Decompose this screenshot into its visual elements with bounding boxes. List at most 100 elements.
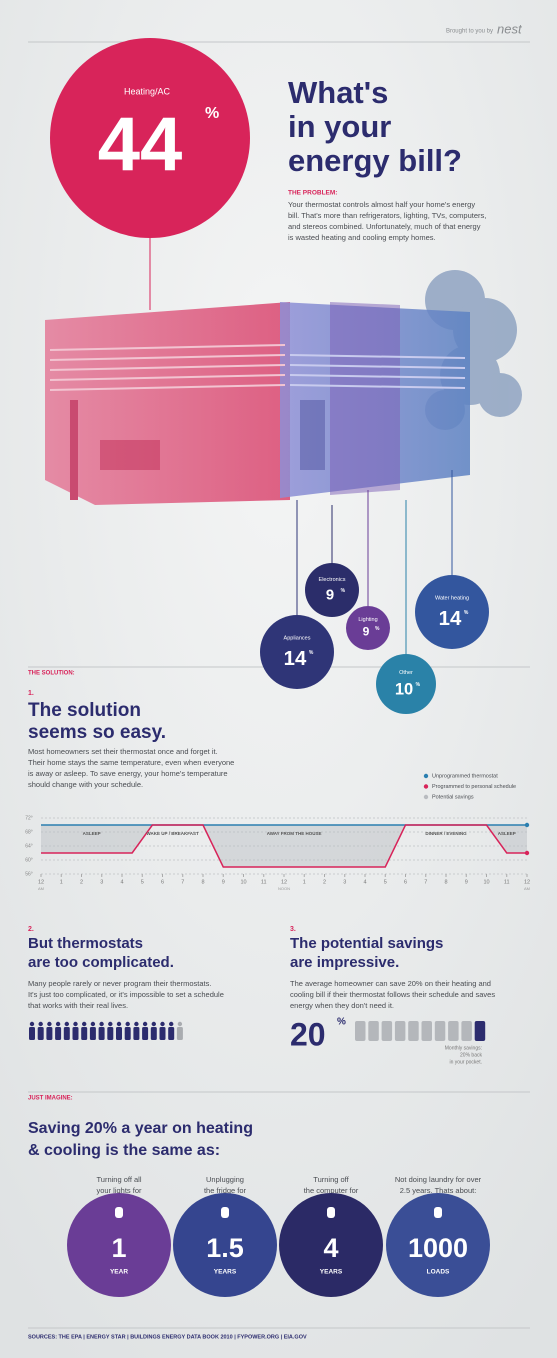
- item-value: 4: [323, 1233, 338, 1263]
- item-icon: [115, 1207, 123, 1218]
- paragraph: bill. That's more than refrigerators, li…: [288, 211, 486, 220]
- item-circle: [67, 1193, 171, 1297]
- breakdown-label: Water heating: [435, 595, 469, 601]
- breakdown-value: 14: [439, 608, 462, 630]
- x-tick-label: 10: [483, 879, 489, 885]
- brand: nest: [497, 21, 523, 36]
- savings-percent: %: [337, 1017, 346, 1028]
- barrel-icon: [355, 1021, 366, 1041]
- section-label: THE PROBLEM:: [288, 190, 337, 197]
- paragraph: is away or asleep. To save energy, your …: [28, 769, 228, 778]
- breakdown-circle: [376, 654, 436, 714]
- breakdown-percent: %: [375, 626, 380, 632]
- person-icon: [55, 1021, 61, 1027]
- x-tick-note: AM: [38, 886, 44, 891]
- person-icon: [72, 1027, 79, 1040]
- savings-note: 20% back: [460, 1052, 482, 1058]
- person-icon: [29, 1027, 35, 1040]
- x-tick-label: 1: [303, 879, 306, 885]
- hero-label: Heating/AC: [124, 86, 171, 96]
- paragraph: Your thermostat controls almost half you…: [288, 200, 475, 209]
- legend-label: Programmed to personal schedule: [432, 784, 516, 790]
- x-tick-label: 6: [161, 879, 164, 885]
- x-tick-label: 11: [261, 879, 267, 885]
- x-tick-label: 8: [444, 879, 447, 885]
- x-tick-note: NOON: [278, 886, 290, 891]
- legend-dot: [423, 794, 429, 800]
- end-dot: [524, 822, 530, 828]
- person-icon: [159, 1027, 166, 1040]
- title: in your: [288, 109, 391, 144]
- person-icon: [116, 1021, 122, 1027]
- x-tick-label: 11: [504, 879, 510, 885]
- legend-label: Potential savings: [432, 794, 474, 800]
- paragraph: should change with your schedule.: [28, 780, 143, 789]
- barrel-icon: [394, 1021, 406, 1041]
- section-number: 3.: [290, 926, 296, 933]
- paragraph: The average homeowner can save 20% on th…: [290, 979, 491, 988]
- paragraph: Most homeowners set their thermostat onc…: [28, 747, 218, 756]
- savings-area: [41, 825, 527, 867]
- x-tick-label: 3: [100, 879, 103, 885]
- breakdown-percent: %: [464, 610, 469, 616]
- item-unit: YEARS: [214, 1269, 237, 1276]
- item-icon: [221, 1207, 229, 1218]
- barrel-icon: [421, 1021, 432, 1041]
- x-tick-label: 1: [60, 879, 63, 885]
- person-icon: [98, 1027, 105, 1040]
- x-tick-label: 3: [343, 879, 346, 885]
- x-tick-label: 12: [524, 879, 530, 885]
- paragraph: energy when they don't need it.: [290, 1001, 394, 1010]
- breakdown-circle: [415, 575, 489, 649]
- section-label: JUST IMAGINE:: [28, 1096, 73, 1102]
- paragraph: cooling bill if their thermostat follows…: [290, 990, 495, 999]
- barrel-icon: [434, 1021, 446, 1041]
- breakdown-label: Other: [399, 670, 413, 676]
- breakdown-value: 9: [326, 587, 334, 603]
- caption: Turning off all: [96, 1175, 141, 1184]
- item-unit: YEAR: [110, 1269, 128, 1276]
- x-tick-label: 12: [38, 879, 44, 885]
- y-tick-label: 64°: [25, 843, 33, 849]
- barrel-icon: [461, 1021, 472, 1041]
- person-icon: [108, 1021, 113, 1027]
- item-value: 1000: [408, 1233, 468, 1263]
- section-title: seems so easy.: [28, 722, 166, 743]
- barrel-icon: [448, 1021, 459, 1041]
- person-icon: [46, 1027, 53, 1040]
- legend-dot: [423, 784, 429, 789]
- person-icon: [47, 1021, 52, 1027]
- barrel-icon: [381, 1021, 393, 1041]
- paragraph: is wasted heating and cooling empty home…: [288, 233, 436, 242]
- person-icon: [81, 1027, 88, 1040]
- section-title: But thermostats: [28, 935, 143, 952]
- person-icon: [160, 1021, 165, 1027]
- section-label: THE SOLUTION:: [28, 671, 75, 677]
- savings-note: Monthly savings:: [445, 1045, 482, 1051]
- x-tick-label: 9: [465, 879, 468, 885]
- savings-note: in your pocket.: [449, 1059, 482, 1065]
- person-icon: [125, 1021, 130, 1027]
- paragraph: It's just too complicated, or it's impos…: [28, 990, 224, 999]
- item-circle: [386, 1193, 490, 1297]
- person-icon: [55, 1027, 62, 1040]
- hero-value: 44: [98, 102, 183, 187]
- section-title: The potential savings: [290, 935, 443, 952]
- barrel-icon: [474, 1021, 486, 1041]
- item-circle: [173, 1193, 277, 1297]
- hero-percent: %: [205, 105, 219, 122]
- person-icon: [133, 1027, 140, 1040]
- caption: Turning off: [313, 1175, 349, 1184]
- breakdown-percent: %: [341, 588, 346, 594]
- person-icon: [29, 1021, 35, 1027]
- person-icon: [89, 1027, 96, 1040]
- x-tick-label: 6: [404, 879, 407, 885]
- person-icon: [169, 1021, 174, 1027]
- breakdown-label: Lighting: [358, 617, 377, 623]
- paragraph: that works with their real lives.: [28, 1001, 128, 1010]
- breakdown-percent: %: [416, 682, 421, 688]
- barrel-icon: [368, 1021, 379, 1041]
- section-title: are impressive.: [290, 954, 399, 971]
- x-tick-label: 8: [201, 879, 204, 885]
